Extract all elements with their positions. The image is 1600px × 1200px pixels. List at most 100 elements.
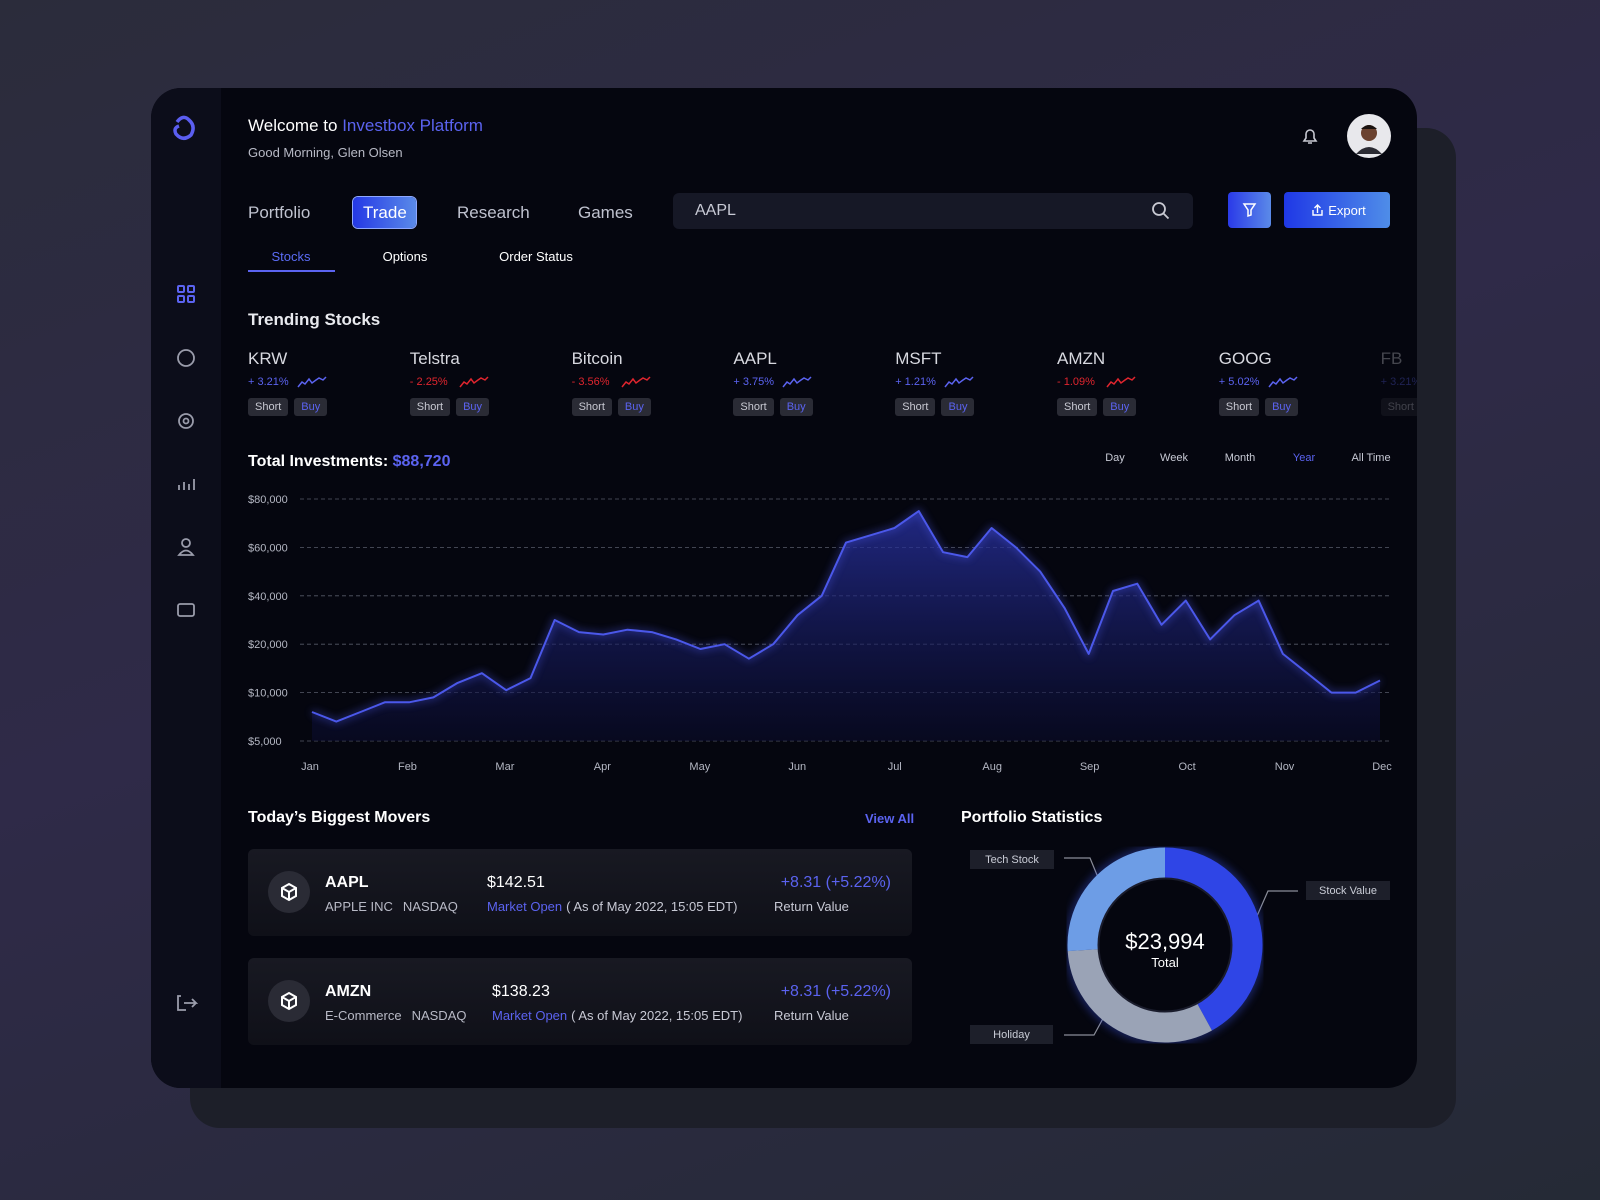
range-tab[interactable]: All Time (1351, 452, 1391, 464)
sub-tab-underline (248, 270, 335, 272)
search-icon[interactable] (1151, 201, 1171, 221)
x-tick-label: Dec (1372, 761, 1392, 773)
export-icon (1312, 204, 1323, 216)
y-tick-label: $5,000 (248, 736, 282, 748)
short-button[interactable]: Short (409, 398, 451, 416)
sub-tab[interactable]: Stocks (271, 249, 311, 264)
buy-button[interactable]: Buy (779, 398, 813, 416)
stock-name: GOOG (1218, 349, 1272, 368)
short-button[interactable]: Short (733, 398, 774, 416)
short-button[interactable]: Short (1218, 398, 1260, 416)
stock-name: Telstra (409, 349, 460, 368)
stock-card: KRW + 3.21% Short Buy (248, 345, 398, 425)
sub-tab[interactable]: Order Status (499, 249, 573, 264)
active-tab-bg[interactable] (353, 197, 416, 228)
range-tab[interactable]: Year (1292, 452, 1316, 464)
mover-card[interactable]: AMZN E-Commerce NASDAQ $138.23 Market Open( … (248, 958, 912, 1045)
buy-button[interactable]: Buy (1265, 398, 1299, 416)
sub-tab[interactable]: Options (382, 249, 428, 264)
market-status: Market Open (492, 1008, 568, 1023)
short-button[interactable]: Short (248, 398, 289, 416)
investments-amount: $88,720 (392, 453, 451, 470)
x-tick-label: Nov (1275, 761, 1295, 773)
mover-change: +8.31 (+5.22%) (780, 983, 891, 1000)
stock-change: + 3.21% (248, 376, 289, 388)
donut-hole-ring (1097, 877, 1233, 1013)
section-title: Today’s Biggest Movers (248, 809, 431, 826)
export-button[interactable]: Export (1284, 192, 1390, 228)
buy-button[interactable]: Buy (941, 398, 975, 416)
messages-icon[interactable] (177, 603, 195, 617)
nav-tab[interactable]: Games (578, 203, 633, 222)
range-tab[interactable]: Day (1105, 452, 1125, 464)
nav-tab[interactable]: Portfolio (248, 203, 311, 222)
section-title: Portfolio Statistics (961, 809, 1103, 826)
buy-button[interactable]: Buy (294, 398, 328, 416)
sparkline (459, 376, 489, 388)
welcome: Welcome to Investbox Platform (248, 116, 483, 136)
stock-name: MSFT (895, 349, 942, 368)
market-status: Market Open (487, 899, 563, 914)
range-tab[interactable]: Month (1224, 452, 1256, 464)
mover-card[interactable]: AAPL APPLE INC NASDAQ $142.51 Market Open( A… (248, 849, 912, 936)
donut-label: Stock Value (1306, 881, 1390, 900)
profile-icon[interactable] (181, 538, 191, 548)
settings-icon[interactable] (178, 413, 194, 429)
nav-tab[interactable]: Trade (363, 203, 407, 222)
buy-button[interactable]: Buy (617, 398, 651, 416)
nav-tab[interactable]: Research (457, 203, 530, 222)
mover-symbol: AMZN (325, 983, 372, 1000)
y-tick-label: $20,000 (248, 639, 288, 651)
filter-button[interactable] (1228, 192, 1271, 228)
settings-icon-core (182, 417, 190, 425)
search-bar[interactable]: AAPL (673, 193, 1193, 229)
x-tick-label: Jan (301, 761, 319, 773)
donut-label: Tech Stock (970, 850, 1054, 869)
short-button[interactable]: Short (895, 398, 936, 416)
y-tick-label: $10,000 (248, 688, 288, 700)
sparkline (944, 376, 974, 388)
avatar[interactable] (1346, 113, 1392, 159)
buy-button[interactable]: Buy (1103, 398, 1137, 416)
stats-icon[interactable] (178, 479, 195, 490)
short-button[interactable]: Short (1380, 398, 1417, 416)
mover-symbol: AAPL (325, 874, 369, 891)
mover-icon (268, 871, 310, 913)
donut-segment (1164, 847, 1263, 1031)
sidebar-icons (173, 115, 199, 1011)
trending-list: KRW + 3.21% Short Buy Telstra - 2.25% Short Buy… (248, 345, 1417, 425)
trade-buttons: Short Buy (895, 397, 980, 416)
y-tick-label: $80,000 (248, 494, 288, 506)
welcome-text: Welcome to (248, 116, 338, 135)
short-button[interactable]: Short (571, 398, 612, 416)
mover-price: $142.51 (487, 874, 545, 891)
sparkline (1268, 376, 1298, 388)
donut-segment (1067, 948, 1212, 1043)
dashboard-icon[interactable] (177, 285, 195, 303)
view-all-link[interactable]: View All (865, 811, 915, 826)
mover-meta: E-Commerce NASDAQ (325, 1008, 466, 1023)
x-tick-label: Sep (1080, 761, 1100, 773)
profile-icon-body (177, 549, 195, 556)
buy-button[interactable]: Buy (456, 398, 490, 416)
range-tab[interactable]: Week (1160, 452, 1188, 464)
donut-label: Holiday (970, 1025, 1053, 1044)
logout-icon[interactable] (177, 995, 199, 1011)
portfolio-icon[interactable] (177, 349, 195, 367)
x-tick-label: Aug (982, 761, 1002, 773)
bell-icon[interactable] (1298, 124, 1322, 148)
brand: Investbox Platform (342, 116, 483, 135)
stock-change: - 1.09% (1057, 376, 1095, 388)
investments-label: Total Investments: (248, 453, 389, 470)
donut-center-label: Total (1151, 955, 1179, 970)
x-tick-label: Feb (398, 761, 417, 773)
stock-change: - 3.56% (571, 376, 610, 388)
sparkline (297, 376, 327, 388)
trade-buttons: Short Buy (1218, 397, 1304, 416)
short-button[interactable]: Short (1057, 398, 1098, 416)
x-tick-label: Jul (888, 761, 902, 773)
mover-exchange: NASDAQ (411, 1008, 467, 1023)
as-of: ( As of May 2022, 15:05 EDT) (566, 899, 738, 914)
stock-card: AMZN - 1.09% Short Buy (1057, 345, 1207, 425)
